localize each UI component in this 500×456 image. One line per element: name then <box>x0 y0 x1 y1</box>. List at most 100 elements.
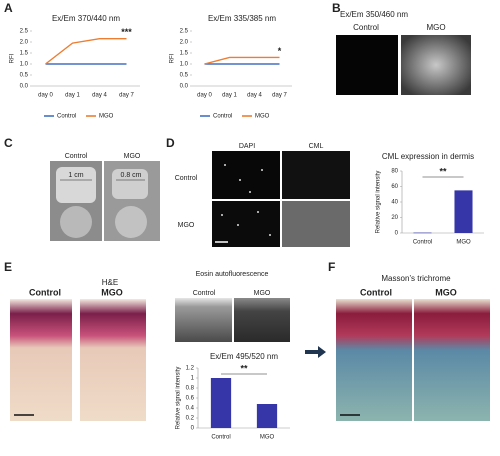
x-tick-label: day 0 <box>38 93 53 99</box>
x-tick-label: day 7 <box>119 93 134 99</box>
column-label: Control <box>360 287 392 297</box>
annotation: ** <box>439 166 447 176</box>
tissue <box>56 167 96 203</box>
image <box>336 299 412 421</box>
y-tick-label: 1 <box>191 376 195 382</box>
bar <box>210 378 232 428</box>
image <box>80 299 146 421</box>
y-tick-label: 2.0 <box>20 40 29 46</box>
y-tick-label: 80 <box>391 169 398 175</box>
panel-letter: C <box>4 136 13 150</box>
x-tick-label: day 1 <box>65 93 80 99</box>
well <box>60 206 92 238</box>
image-label: 1 cm <box>68 172 83 179</box>
row-label: Control <box>175 175 198 182</box>
image <box>10 299 72 421</box>
annotation: * <box>278 46 282 56</box>
annotation: ** <box>240 363 248 373</box>
y-tick-label: 0.4 <box>186 406 195 412</box>
column-label: MGO <box>435 287 457 297</box>
x-tick-label: day 0 <box>197 93 212 99</box>
x-tick-label: day 7 <box>272 93 287 99</box>
y-tick-label: 0.0 <box>20 84 29 90</box>
y-tick-label: 0.8 <box>186 386 195 392</box>
y-tick-label: 0 <box>395 231 399 237</box>
column-label: Control <box>65 153 88 160</box>
image <box>282 151 350 199</box>
panel-letter: B <box>332 1 341 15</box>
column-label: Control <box>353 23 379 32</box>
bar <box>413 232 432 234</box>
x-tick-label: MGO <box>456 240 471 246</box>
x-tick-label: Control <box>413 240 432 246</box>
image <box>401 35 471 95</box>
panel-title: Ex/Em 350/460 nm <box>340 10 408 19</box>
y-axis-label: Relative signal intensity <box>176 367 182 430</box>
line <box>204 56 280 65</box>
y-tick-label: 1.0 <box>180 62 189 68</box>
chart-title: CML expression in dermis <box>382 152 474 161</box>
panel-title: Masson’s trichrome <box>381 274 451 283</box>
image <box>336 35 398 95</box>
image <box>234 298 290 342</box>
column-label: MGO <box>254 290 271 297</box>
panel-letter: D <box>166 136 175 150</box>
y-tick-label: 0 <box>191 426 195 432</box>
chart-title: Ex/Em 495/520 nm <box>210 352 278 361</box>
row-label: MGO <box>178 222 195 229</box>
arrow <box>305 346 326 358</box>
column-label: Control <box>193 290 216 297</box>
panel-title: Eosin autofluorescence <box>196 271 269 278</box>
bar <box>256 404 278 428</box>
image <box>212 201 280 247</box>
chart-title: Ex/Em 370/440 nm <box>52 14 120 23</box>
chart-title: Ex/Em 335/385 nm <box>208 14 276 23</box>
panel-letter: F <box>328 260 335 274</box>
y-tick-label: 20 <box>391 215 398 221</box>
y-tick-label: 60 <box>391 184 398 190</box>
y-tick-label: 40 <box>391 200 398 206</box>
well <box>115 206 147 238</box>
y-tick-label: 1.5 <box>20 51 29 57</box>
x-tick-label: day 4 <box>247 93 262 99</box>
nuclei <box>221 164 271 236</box>
column-label: MGO <box>426 23 445 32</box>
line <box>45 38 127 65</box>
column-label: CML <box>309 143 324 150</box>
y-tick-label: 1.2 <box>186 366 195 372</box>
bar <box>454 190 473 233</box>
y-axis-label: Relative signal intensity <box>376 171 382 234</box>
y-tick-label: 0.5 <box>180 73 189 79</box>
legend-label: Control <box>213 114 232 120</box>
column-label: MGO <box>124 153 141 160</box>
annotation: *** <box>121 27 132 37</box>
x-tick-label: day 4 <box>92 93 107 99</box>
panel-title: H&E <box>102 278 118 287</box>
y-tick-label: 0.5 <box>20 73 29 79</box>
column-label: MGO <box>101 287 123 297</box>
y-tick-label: 0.2 <box>186 416 195 422</box>
column-label: Control <box>29 287 61 297</box>
legend-label: MGO <box>99 114 114 120</box>
y-tick-label: 2.5 <box>20 29 29 35</box>
tissue <box>112 169 148 199</box>
x-tick-label: day 1 <box>222 93 237 99</box>
x-tick-label: Control <box>211 435 230 441</box>
image-label: 0.8 cm <box>120 172 141 179</box>
panel-letter: A <box>4 1 13 15</box>
y-tick-label: 1.0 <box>20 62 29 68</box>
y-axis-label: RFI <box>10 53 16 63</box>
y-tick-label: 0.0 <box>180 84 189 90</box>
image <box>282 201 350 247</box>
column-label: DAPI <box>239 143 255 150</box>
y-tick-label: 2.0 <box>180 40 189 46</box>
image <box>212 151 280 199</box>
legend-label: MGO <box>255 114 270 120</box>
y-tick-label: 0.6 <box>186 396 195 402</box>
image <box>414 299 490 421</box>
y-tick-label: 2.5 <box>180 29 189 35</box>
panel-letter: E <box>4 260 12 274</box>
image <box>175 298 232 342</box>
x-tick-label: MGO <box>260 435 275 441</box>
